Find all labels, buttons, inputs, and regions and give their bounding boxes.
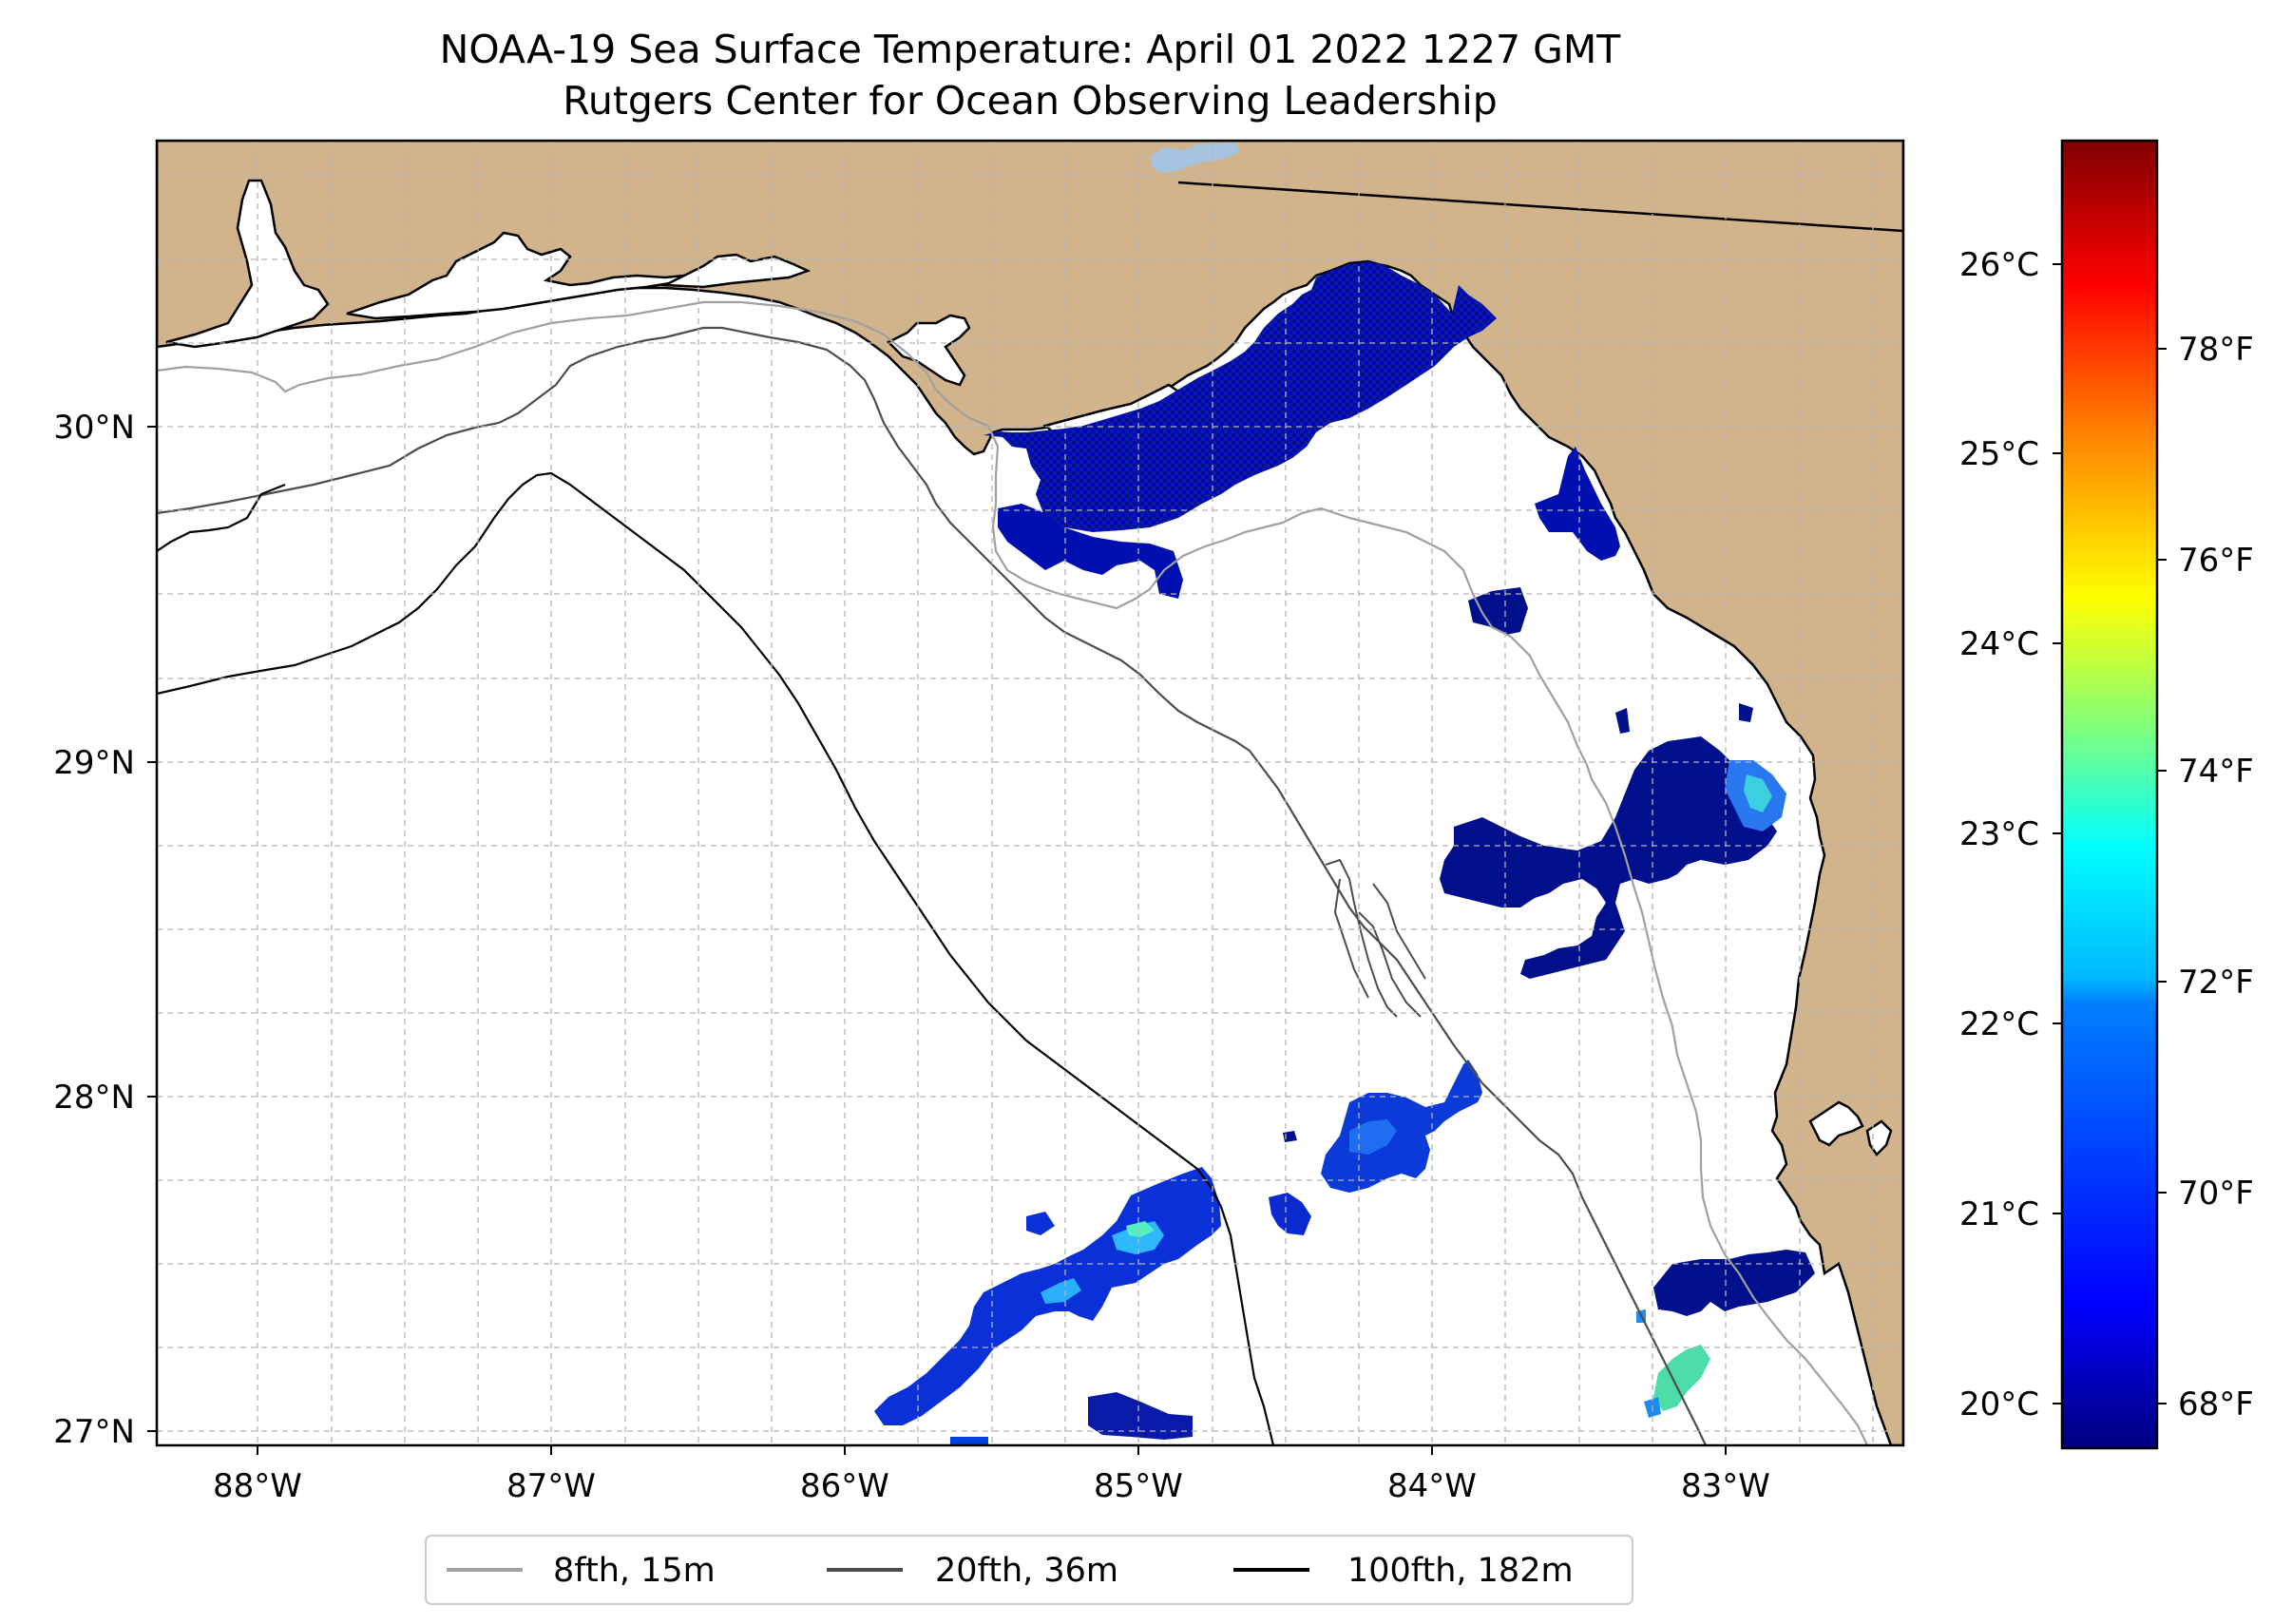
colorbar-f-78: 78°F [2178, 331, 2254, 369]
bay-st-andrews [886, 314, 971, 387]
contour-8fth [157, 300, 1868, 1445]
sst-patch-warm-coast-2 [1744, 774, 1772, 812]
colorbar-c-22: 22°C [1959, 1005, 2039, 1043]
chart-title-line1: NOAA-19 Sea Surface Temperature: April 0… [440, 27, 1622, 72]
colorbar-f-72: 72°F [2178, 964, 2254, 1002]
colorbar-c-20: 20°C [1959, 1385, 2039, 1423]
sst-data-layer [874, 262, 1815, 1444]
state-border [1177, 181, 1903, 233]
legend-label-8fth: 8fth, 15m [553, 1552, 716, 1590]
lon-label-84: 84°W [1387, 1467, 1477, 1505]
colorbar-c-26: 26°C [1959, 246, 2039, 284]
sst-patch-mid-3 [1283, 1131, 1297, 1142]
sst-patch-dots-1 [1615, 703, 1753, 734]
colorbar-c-25: 25°C [1959, 435, 2039, 473]
lake-inland [1150, 143, 1240, 173]
map-frame [155, 139, 1905, 1447]
bay-tampa [1808, 1100, 1864, 1147]
legend-label-100fth: 100fth, 182m [1347, 1552, 1574, 1590]
sst-patch-small-1 [1468, 587, 1528, 635]
sst-patch-southeast [1653, 1250, 1815, 1316]
contour-20fth [157, 326, 1707, 1445]
colorbar-fahrenheit-ticks [2157, 348, 2167, 1404]
contour-100fth [157, 471, 1275, 1445]
sst-patch-s-1 [1088, 1392, 1193, 1440]
sst-patch-mid-2 [1269, 1193, 1311, 1235]
graticule [157, 141, 1903, 1445]
sst-patch-big-bend-2 [998, 504, 1183, 599]
sst-patch-nature-coast [1440, 736, 1777, 979]
contour-legend: 8fth, 15m 20fth, 36m 100fth, 182m [425, 1535, 1633, 1605]
colorbar: 26°C 25°C 24°C 23°C 22°C 21°C 20°C 78°F … [1959, 139, 2254, 1450]
sst-patch-southeast-warm-2 [1636, 1309, 1661, 1418]
sst-patch-cedar-key [1535, 447, 1620, 561]
colorbar-c-23: 23°C [1959, 815, 2039, 853]
sst-patch-s-2 [950, 1437, 988, 1444]
colorbar-celsius-ticks [2053, 263, 2062, 1404]
map-panel[interactable] [157, 141, 1903, 1445]
colorbar-f-70: 70°F [2178, 1175, 2254, 1213]
sst-patch-big-bend [984, 262, 1497, 532]
lon-label-88: 88°W [213, 1467, 302, 1505]
lon-label-86: 86°W [800, 1467, 889, 1505]
colorbar-f-68: 68°F [2178, 1385, 2254, 1423]
colorbar-f-76: 76°F [2178, 542, 2254, 580]
chart-title-line2: Rutgers Center for Ocean Observing Leade… [563, 78, 1498, 124]
sst-patch-sw-warm-2 [1126, 1221, 1155, 1237]
lon-label-83: 83°W [1681, 1467, 1770, 1505]
lon-label-87: 87°W [506, 1467, 596, 1505]
axis-ticks [147, 426, 1727, 1455]
colorbar-c-24: 24°C [1959, 625, 2039, 663]
legend-label-20fth: 20fth, 36m [935, 1552, 1118, 1590]
bay-mobile [165, 179, 330, 349]
lat-label-29: 29°N [53, 744, 135, 782]
colorbar-gradient [2060, 139, 2159, 1450]
contour-20fth-islands [1325, 858, 1426, 1018]
colorbar-f-74: 74°F [2178, 753, 2254, 791]
sst-patch-mid-1 [1321, 1060, 1482, 1193]
contour-100fth-west [157, 483, 286, 552]
lat-label-27: 27°N [53, 1413, 135, 1451]
legend-box [425, 1535, 1633, 1605]
sst-patch-mid-1b [1349, 1119, 1397, 1155]
lat-label-30: 30°N [53, 409, 135, 447]
sst-patch-southeast-warm [1653, 1345, 1710, 1411]
sst-patch-sw-warm-3 [1041, 1278, 1081, 1304]
lat-label-28: 28°N [53, 1079, 135, 1117]
bay-perdido-pensacola [346, 231, 685, 320]
colorbar-c-21: 21°C [1959, 1195, 2039, 1233]
lon-label-85: 85°W [1094, 1467, 1183, 1505]
